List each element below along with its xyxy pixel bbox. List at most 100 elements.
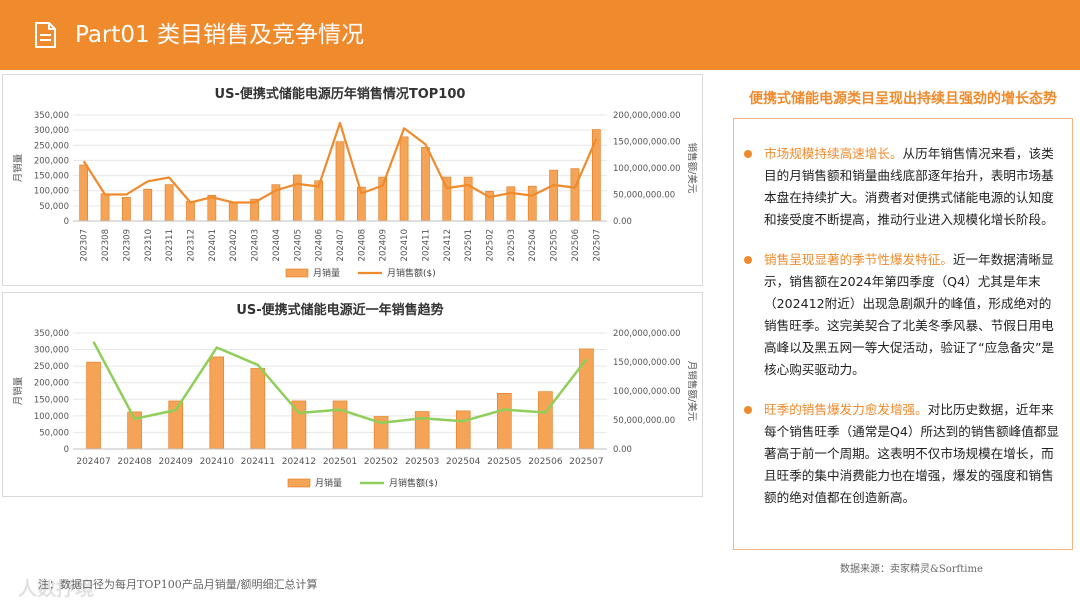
bullet-dot-icon: [744, 406, 752, 414]
bottom-line-series: [92, 341, 588, 425]
bottom-legend-label-line: 月销售额($): [389, 477, 438, 489]
bottom-y-tick-label: 350,000: [34, 329, 69, 339]
top-y2-axis-title: 销售额/美元: [686, 143, 698, 194]
bullet-text: 从历年销售情况来看，该类目的月销售额和销量曲线底部逐年抬升，表明市场基本盘在持续…: [764, 146, 1054, 227]
top-bar: [79, 164, 89, 222]
top-line-series: [82, 121, 598, 204]
top-bar: [421, 147, 430, 222]
bottom-y-axis-title: 月销量: [12, 376, 24, 405]
bottom-x-tick-label: 202502: [364, 457, 398, 467]
bullet-text: 近一年数据清晰显示，销售额在2024年第四季度（Q4）尤其是年末（202412附…: [764, 252, 1055, 377]
insight-bullet: 销售呈现显著的季节性爆发特征。近一年数据清晰显示，销售额在2024年第四季度（Q…: [744, 249, 1062, 381]
top-y2-tick-label: 0.00: [613, 217, 632, 227]
top-bar: [228, 201, 238, 222]
top-y-tick-label: 200,000: [34, 156, 69, 166]
top-y-tick-label: 50,000: [39, 202, 69, 212]
panel-title: 便携式储能电源类目呈现出持续且强劲的增长态势: [749, 91, 1057, 107]
top-x-tick-label: 202312: [186, 229, 196, 261]
top-y-axis-title: 月销量: [12, 153, 24, 182]
bottom-y-tick-label: 250,000: [34, 362, 69, 372]
top-bar: [292, 174, 302, 222]
document-icon: [35, 22, 56, 48]
chart-recent-year-trend: US-便携式储能电源近一年销售趋势 0 50,000 100,000 150,000 20…: [2, 292, 703, 497]
bottom-y-tick-label: 50,000: [39, 428, 69, 438]
top-x-tick-label: 202405: [293, 229, 303, 261]
bottom-bar: [209, 356, 225, 450]
top-x-tick-label: 202503: [507, 229, 517, 261]
insight-bullet: 旺季的销售爆发力愈发增强。对比历史数据，近年来每个销售旺季（通常是Q4）所达到的…: [744, 399, 1062, 509]
top-x-tick-label: 202501: [464, 229, 474, 261]
bottom-y-tick-label: 300,000: [34, 346, 69, 356]
top-legend-label-line: 月销售额($): [387, 267, 436, 279]
bottom-x-tick-label: 202507: [569, 457, 603, 467]
bottom-y-tick-label: 150,000: [34, 395, 69, 405]
top-x-tick-label: 202409: [379, 229, 389, 261]
bottom-y2-axis-title: 月销售额/美元: [686, 361, 698, 422]
header-bar: Part01 类目销售及竞争情况: [0, 0, 1080, 70]
top-title: US-便携式储能电源历年销售情况TOP100: [215, 86, 466, 102]
top-x-tick-label: 202308: [101, 229, 111, 261]
bottom-x-tick-label: 202411: [241, 457, 275, 467]
top-x-tick-label: 202505: [550, 229, 560, 261]
bottom-legend-label-bar: 月销量: [315, 477, 342, 489]
bottom-x-tick-label: 202408: [117, 457, 152, 467]
bottom-bar: [332, 400, 348, 450]
watermark: 人数抒境: [18, 578, 95, 600]
bottom-x-tick-label: 202410: [200, 457, 235, 467]
top-y2-tick-label: 50,000,000.00: [613, 191, 675, 201]
top-y2-tick-label: 100,000,000.00: [613, 164, 681, 174]
bullet-text: 对比历史数据，近年来每个销售旺季（通常是Q4）所达到的销售额峰值都显著高于前一个…: [764, 402, 1059, 505]
top-bar: [463, 176, 473, 222]
bottom-y2-tick-label: 0.00: [613, 445, 632, 455]
top-bar: [335, 141, 345, 222]
top-x-tick-label: 202507: [592, 229, 602, 261]
top-y2-tick-label: 150,000,000.00: [613, 138, 681, 148]
top-x-tick-label: 202412: [443, 229, 453, 261]
bottom-x-tick-label: 202412: [282, 457, 316, 467]
bottom-x-tick-label: 202409: [159, 457, 194, 467]
bottom-x-tick-label: 202505: [487, 457, 521, 467]
bullet-highlight: 旺季的销售爆发力愈发增强。: [764, 402, 928, 417]
chart-yearly-sales: US-便携式储能电源历年销售情况TOP100 0 50,000 100,000 150,…: [2, 74, 703, 286]
bottom-bar: [250, 368, 266, 450]
top-y-tick-label: 350,000: [34, 111, 69, 121]
top-bar: [549, 169, 558, 222]
bottom-bar: [455, 410, 471, 450]
insight-bullet: 市场规模持续高速增长。从历年销售情况来看，该类目的月销售额和销量曲线底部逐年抬升…: [744, 143, 1062, 231]
bottom-x-tick-label: 202407: [76, 457, 110, 467]
top-x-tick-label: 202310: [144, 229, 154, 261]
bullet-dot-icon: [744, 150, 752, 158]
top-x-tick-label: 202504: [528, 229, 538, 261]
bottom-y-tick-label: 100,000: [34, 412, 69, 422]
chart-recent-year-trend-svg: US-便携式储能电源近一年销售趋势 0 50,000 100,000 150,000 20…: [12, 302, 698, 489]
top-y-tick-label: 300,000: [34, 126, 69, 136]
bottom-title: US-便携式储能电源近一年销售趋势: [236, 302, 443, 318]
top-x-tick-label: 202406: [315, 229, 325, 261]
top-x-tick-label: 202411: [421, 229, 431, 261]
bottom-bar: [86, 361, 101, 450]
top-x-tick-label: 202404: [272, 229, 282, 261]
bottom-y2-tick-label: 100,000,000.00: [613, 387, 681, 397]
top-y2-tick-label: 200,000,000.00: [613, 111, 681, 121]
top-bar: [570, 168, 580, 222]
bottom-x-tick-label: 202501: [323, 457, 357, 467]
bottom-bar: [538, 391, 553, 450]
bottom-x-tick-label: 202506: [528, 457, 563, 467]
top-bar: [186, 201, 195, 222]
page-title: Part01 类目销售及竞争情况: [75, 22, 364, 48]
top-x-tick-label: 202401: [208, 229, 218, 261]
bottom-x-tick-label: 202503: [405, 457, 439, 467]
bullet-dot-icon: [744, 256, 752, 264]
top-bar: [122, 197, 131, 222]
top-y-tick-label: 100,000: [34, 187, 69, 197]
top-x-tick-label: 202506: [571, 229, 581, 261]
top-x-tick-label: 202307: [80, 229, 90, 261]
bottom-y2-tick-label: 50,000,000.00: [613, 416, 675, 426]
bottom-bar: [497, 393, 512, 450]
top-x-tick-label: 202311: [165, 229, 175, 261]
top-y-tick-label: 250,000: [34, 141, 69, 151]
bottom-y-tick-label: 0: [64, 445, 69, 455]
top-bar: [164, 184, 174, 222]
data-source: 数据来源：卖家精灵&Sorftime: [840, 564, 983, 575]
chart-yearly-sales-svg: US-便携式储能电源历年销售情况TOP100 0 50,000 100,000 150,…: [12, 86, 698, 279]
